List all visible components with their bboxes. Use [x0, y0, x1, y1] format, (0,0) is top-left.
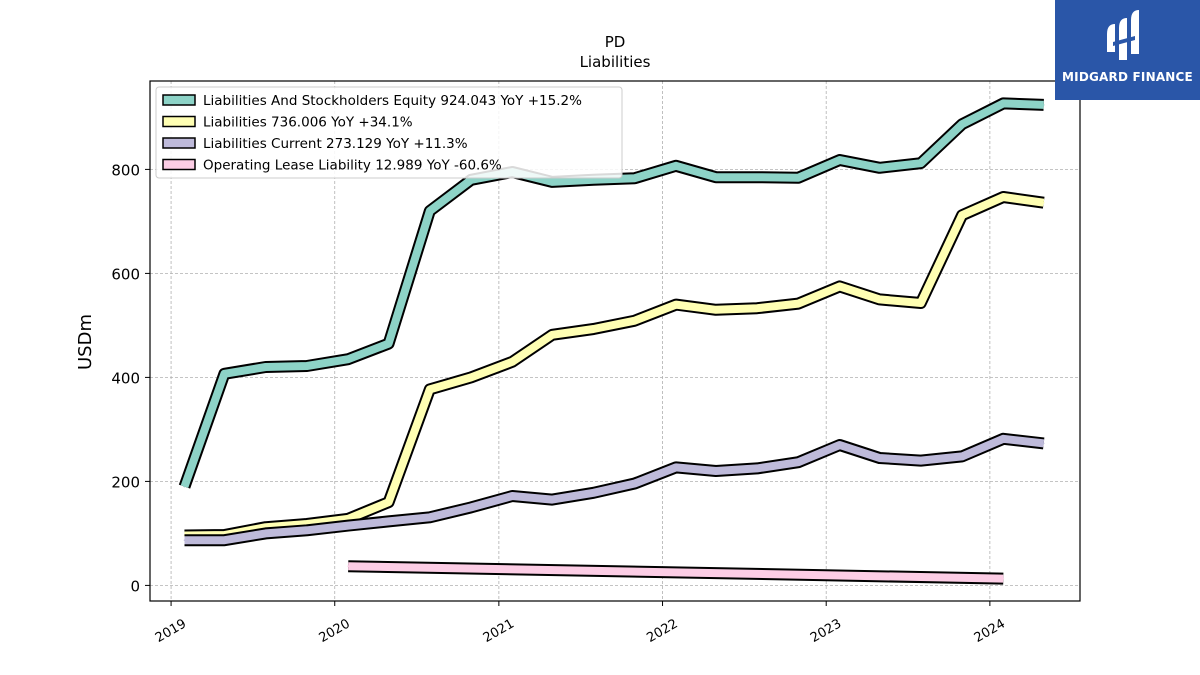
data-point [551, 334, 553, 336]
x-tick-label: 2022 [644, 616, 680, 646]
data-point [592, 179, 595, 181]
data-point [920, 459, 922, 462]
x-tick-label: 2020 [317, 616, 353, 646]
chart-subtitle: Liabilities [580, 53, 651, 71]
data-point [551, 181, 553, 183]
data-point [715, 470, 717, 472]
data-point [470, 376, 472, 379]
data-point [756, 467, 758, 470]
data-point [756, 307, 758, 310]
data-point [961, 455, 963, 458]
legend-entry: Liabilities And Stockholders Equity 924.… [203, 93, 582, 109]
data-point [306, 365, 308, 367]
data-point [633, 177, 636, 179]
data-point [797, 302, 800, 305]
data-point [264, 366, 267, 368]
data-point [633, 319, 636, 322]
legend-swatch [162, 94, 196, 106]
legend-entry: Liabilities 736.006 YoY +34.1% [203, 115, 413, 131]
y-tick-label: 400 [111, 369, 140, 387]
data-point [675, 165, 677, 167]
data-point [511, 495, 514, 497]
data-point [961, 123, 963, 125]
data-point [347, 358, 350, 361]
data-point [838, 159, 841, 161]
data-point [551, 498, 553, 501]
data-point [387, 342, 390, 345]
x-tick-label: 2021 [481, 616, 517, 646]
logo-text: MIDGARD FINANCE [1062, 70, 1193, 84]
data-point [1002, 577, 1005, 580]
data-point [920, 302, 922, 304]
data-point [1002, 102, 1005, 105]
legend-swatch [162, 115, 196, 128]
data-point [470, 506, 472, 509]
data-point [838, 285, 841, 288]
y-tick-label: 600 [111, 265, 140, 283]
data-point [1042, 104, 1045, 106]
chart-title: PD [605, 33, 626, 51]
legend: Liabilities And Stockholders Equity 924.… [155, 86, 623, 179]
y-ticks: 0 200 400 600 800 [111, 161, 150, 595]
x-tick-label: 2024 [972, 616, 1008, 646]
x-tick-label: 2019 [153, 616, 189, 646]
data-point [511, 361, 514, 363]
data-point [715, 309, 717, 311]
data-point [429, 516, 431, 519]
data-point [675, 303, 677, 306]
data-point [1002, 438, 1005, 440]
data-point [878, 298, 881, 301]
x-tick-label: 2023 [808, 616, 844, 646]
data-point [756, 176, 758, 178]
y-tick-label: 800 [111, 161, 140, 179]
data-point [1042, 442, 1045, 445]
data-point [592, 328, 595, 330]
series-line [180, 99, 1044, 488]
legend-swatch [162, 137, 196, 149]
midgard-finance-logo: MIDGARD FINANCE [1055, 0, 1200, 100]
plot-area-frame [149, 80, 1081, 602]
data-point [878, 457, 881, 459]
x-ticks: 2019 2020 2021 2022 2023 2024 [153, 601, 1008, 646]
data-point [306, 529, 308, 532]
logo-mark-icon [1107, 10, 1139, 60]
data-point [223, 373, 226, 375]
data-point [347, 518, 350, 520]
series-line [184, 434, 1045, 545]
data-point [387, 501, 390, 504]
data-point [347, 524, 350, 527]
data-point [1002, 196, 1005, 198]
data-point [183, 485, 186, 488]
data-point [633, 482, 636, 485]
series-line [184, 193, 1045, 540]
data-point [920, 162, 922, 164]
legend-box [155, 86, 623, 179]
y-tick-label: 0 [130, 577, 140, 595]
series-line [348, 562, 1004, 583]
legend-swatch [162, 158, 196, 171]
y-axis-label: USDm [75, 314, 96, 370]
data-point [797, 461, 800, 464]
data-point [675, 466, 677, 469]
series-layer [178, 97, 1045, 585]
data-point [838, 444, 841, 446]
data-point [878, 167, 881, 169]
data-point [797, 176, 800, 179]
data-point [429, 210, 431, 212]
legend-entry: Operating Lease Liability 12.989 YoY -60… [203, 158, 502, 174]
data-point [347, 565, 350, 567]
legend-entry: Liabilities Current 273.129 YoY +11.3% [203, 136, 468, 152]
data-point [715, 176, 717, 178]
data-point [592, 492, 595, 494]
data-point [264, 532, 267, 535]
data-point [429, 388, 431, 391]
data-point [470, 179, 472, 181]
data-point [961, 214, 963, 216]
y-tick-label: 200 [111, 473, 140, 491]
data-point [223, 539, 226, 541]
data-point [387, 520, 390, 523]
data-point [1042, 201, 1045, 204]
data-point [183, 539, 186, 541]
